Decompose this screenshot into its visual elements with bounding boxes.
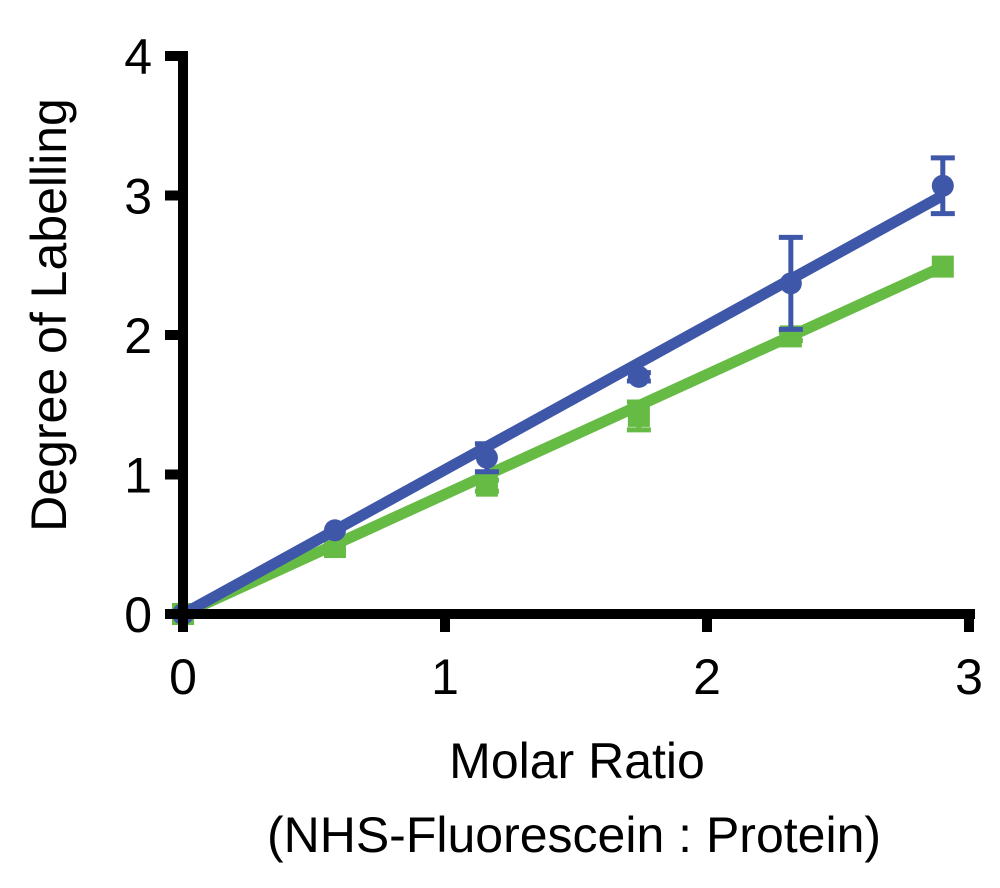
y-tick-label: 3 [124,169,152,225]
data-point-square [627,404,650,427]
plot-area [172,155,955,625]
series-0 [172,155,955,625]
data-point-circle [627,365,650,388]
x-tick-label: 2 [693,649,721,705]
series-fit-line [180,261,946,620]
x-tick-label: 0 [169,649,197,705]
x-axis-title: Molar Ratio [449,733,705,789]
y-tick-label: 0 [124,587,152,643]
y-tick-label: 1 [124,448,152,504]
data-point-square [475,474,498,497]
data-point-square [931,255,954,278]
series-fit-line [180,190,946,619]
x-tick-label: 3 [955,649,983,705]
data-point-circle [931,174,954,197]
y-tick-label: 4 [124,29,152,85]
x-tick-label: 1 [431,649,459,705]
series-1 [172,255,954,625]
data-point-circle [323,519,346,542]
data-point-square [323,536,346,559]
data-point-circle [475,446,498,469]
ticks: 0 1 2 3 0 1 2 3 4 [124,29,983,705]
data-point-circle [779,272,802,295]
axes [178,51,975,619]
y-axis-title: Degree of Labelling [21,98,77,532]
x-axis-subtitle: (NHS-Fluorescein : Protein) [267,807,881,863]
y-tick-label: 2 [124,308,152,364]
